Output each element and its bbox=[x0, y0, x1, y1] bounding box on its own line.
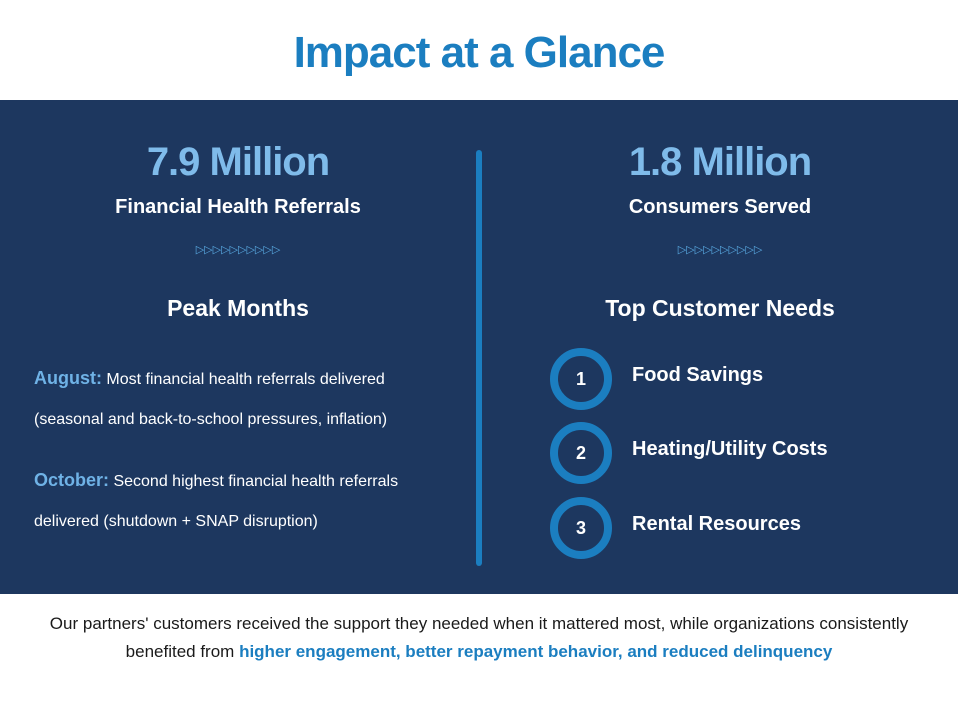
need-item: 1 Food Savings bbox=[550, 348, 930, 410]
footer-summary: Our partners' customers received the sup… bbox=[20, 610, 938, 666]
need-label: Heating/Utility Costs bbox=[632, 438, 828, 460]
column-divider bbox=[476, 150, 482, 566]
peak-description: Second highest financial health referral… bbox=[34, 473, 399, 530]
need-label: Rental Resources bbox=[632, 513, 801, 535]
arrows-divider-icon: ▷▷▷▷▷▷▷▷▷▷ bbox=[677, 244, 763, 256]
peak-months-heading: Peak Months bbox=[167, 295, 309, 321]
consumers-stat-label: Consumers Served bbox=[628, 196, 812, 218]
need-item: 3 Rental Resources bbox=[550, 497, 930, 559]
peak-item-october: October: Second highest financial health… bbox=[34, 460, 454, 542]
arrows-divider-icon: ▷▷▷▷▷▷▷▷▷▷ bbox=[195, 244, 281, 256]
referrals-stat: 7.9 Million bbox=[146, 140, 330, 184]
need-label: Food Savings bbox=[632, 364, 764, 386]
need-item: 2 Heating/Utility Costs bbox=[550, 422, 930, 484]
rank-ring-icon: 2 bbox=[550, 422, 612, 484]
referrals-stat-label: Financial Health Referrals bbox=[115, 196, 361, 218]
top-needs-heading: Top Customer Needs bbox=[605, 295, 835, 321]
impact-panel: 7.9 Million Financial Health Referrals ▷… bbox=[0, 100, 958, 594]
rank-ring-icon: 1 bbox=[550, 348, 612, 410]
consumers-stat: 1.8 Million bbox=[628, 140, 812, 184]
page-title: Impact at a Glance bbox=[293, 28, 666, 77]
footer-text: Our partners' customers received the sup… bbox=[49, 614, 909, 661]
rank-ring-icon: 3 bbox=[550, 497, 612, 559]
peak-description: Most financial health referrals delivere… bbox=[34, 371, 388, 428]
peak-month-label: August: bbox=[34, 368, 102, 388]
peak-month-label: October: bbox=[34, 470, 110, 490]
footer-highlight: higher engagement, better repayment beha… bbox=[239, 642, 833, 661]
peak-item-august: August: Most financial health referrals … bbox=[34, 358, 454, 440]
